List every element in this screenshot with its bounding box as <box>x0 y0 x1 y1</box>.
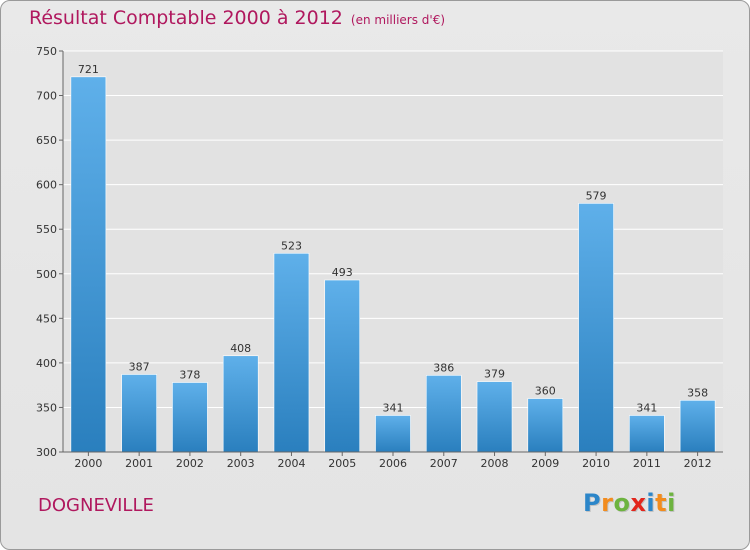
data-label: 341 <box>383 401 404 414</box>
logo-letter: r <box>601 489 614 517</box>
y-tick-label: 700 <box>36 90 57 103</box>
data-label: 408 <box>230 342 251 355</box>
chart-title: Résultat Comptable 2000 à 2012 (en millie… <box>29 7 445 29</box>
plot-area <box>63 51 723 452</box>
bar <box>527 398 564 453</box>
data-label: 341 <box>636 401 657 414</box>
x-tick-label: 2001 <box>125 457 153 470</box>
bar <box>476 381 513 453</box>
bar <box>324 279 361 453</box>
logo-letter: o <box>613 489 631 517</box>
bar <box>629 415 665 453</box>
x-tick-label: 2005 <box>328 457 356 470</box>
chart-title-main: Résultat Comptable 2000 à 2012 <box>29 7 343 29</box>
x-tick-label: 2012 <box>684 457 712 470</box>
commune-name: DOGNEVILLE <box>38 495 154 516</box>
x-tick-label: 2003 <box>227 457 255 470</box>
y-tick-label: 350 <box>36 401 57 414</box>
x-tick-label: 2004 <box>277 457 305 470</box>
y-tick-label: 600 <box>36 179 57 192</box>
bar <box>172 382 208 453</box>
data-label: 387 <box>129 360 150 373</box>
y-tick-label: 300 <box>36 446 57 459</box>
x-tick-label: 2007 <box>430 457 458 470</box>
bar <box>273 252 310 453</box>
data-label: 386 <box>433 361 454 374</box>
data-label: 378 <box>179 368 200 381</box>
data-label: 358 <box>687 386 708 399</box>
data-label: 579 <box>586 189 607 202</box>
bar <box>121 374 157 453</box>
x-tick-label: 2010 <box>582 457 610 470</box>
y-tick-label: 400 <box>36 357 57 370</box>
x-tick-label: 2006 <box>379 457 407 470</box>
chart-title-unit: (en milliers d'€) <box>350 13 446 27</box>
logo-letter: i <box>667 489 676 517</box>
y-tick-label: 450 <box>36 312 57 325</box>
proxiti-logo: Proxiti <box>583 489 676 517</box>
x-tick-label: 2000 <box>74 457 102 470</box>
bar <box>375 415 411 453</box>
bar <box>222 355 259 453</box>
data-label: 379 <box>484 368 505 381</box>
logo-letter: i <box>646 489 656 517</box>
data-label: 721 <box>78 63 99 76</box>
data-label: 360 <box>535 385 556 398</box>
y-tick-label: 500 <box>36 268 57 281</box>
y-tick-label: 750 <box>36 45 57 58</box>
x-tick-label: 2011 <box>633 457 661 470</box>
x-tick-label: 2008 <box>481 457 509 470</box>
bar <box>679 400 716 453</box>
logo-letter: x <box>630 489 647 517</box>
bar <box>425 375 462 453</box>
x-tick-label: 2009 <box>531 457 559 470</box>
y-tick-label: 550 <box>36 223 57 236</box>
data-label: 493 <box>332 266 353 279</box>
bar <box>70 76 107 453</box>
logo-letter: P <box>583 489 602 517</box>
logo-letter: t <box>655 489 668 517</box>
x-tick-label: 2002 <box>176 457 204 470</box>
y-tick-label: 650 <box>36 134 57 147</box>
bar <box>578 203 614 453</box>
data-label: 523 <box>281 239 302 252</box>
